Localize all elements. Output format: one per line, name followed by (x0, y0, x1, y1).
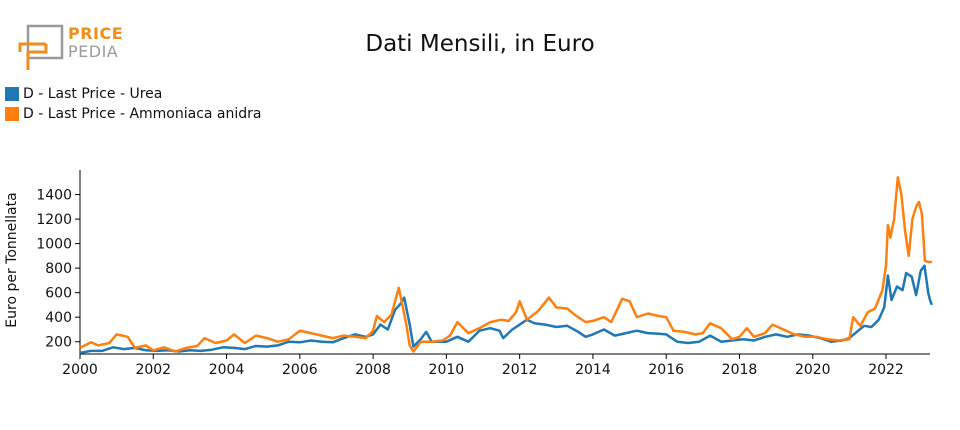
x-tick-label: 2014 (575, 362, 611, 378)
x-tick-label: 2008 (355, 362, 391, 378)
series-line-ammonia (79, 176, 932, 353)
x-tick-label: 2020 (795, 362, 831, 378)
y-tick-label: 800 (45, 261, 72, 277)
x-tick-label: 2002 (135, 362, 171, 378)
y-tick-label: 400 (45, 310, 72, 326)
logo-word-price: PRICE (68, 24, 124, 43)
legend-swatch-ammonia (5, 107, 19, 121)
x-tick-label: 2016 (648, 362, 684, 378)
legend-item-ammonia[interactable]: D - Last Price - Ammoniaca anidra (5, 104, 262, 124)
x-tick-label: 2006 (282, 362, 318, 378)
x-tick-label: 2004 (209, 362, 245, 378)
y-axis-label: Euro per Tonnellata (4, 192, 20, 327)
logo-word-pedia: PEDIA (68, 42, 119, 61)
y-tick-label: 1400 (36, 188, 72, 204)
y-tick-label: 1000 (36, 237, 72, 253)
x-tick-label: 2000 (62, 362, 98, 378)
x-tick-label: 2018 (722, 362, 758, 378)
legend-label-ammonia: D - Last Price - Ammoniaca anidra (23, 106, 262, 122)
pricepedia-logo: PRICE PEDIA (18, 22, 138, 74)
x-tick-label: 2022 (868, 362, 904, 378)
series-line-urea (79, 264, 933, 355)
x-tick-label: 2010 (429, 362, 465, 378)
chart-title: Dati Mensili, in Euro (365, 31, 595, 57)
legend-item-urea[interactable]: D - Last Price - Urea (5, 84, 262, 104)
x-tick-label: 2012 (502, 362, 538, 378)
chart-legend: D - Last Price - Urea D - Last Price - A… (5, 84, 262, 124)
logo-mark-icon (18, 24, 64, 70)
y-tick-label: 200 (45, 335, 72, 351)
legend-swatch-urea (5, 87, 19, 101)
legend-label-urea: D - Last Price - Urea (23, 86, 163, 102)
y-tick-label: 600 (45, 286, 72, 302)
y-tick-label: 1200 (36, 212, 72, 228)
